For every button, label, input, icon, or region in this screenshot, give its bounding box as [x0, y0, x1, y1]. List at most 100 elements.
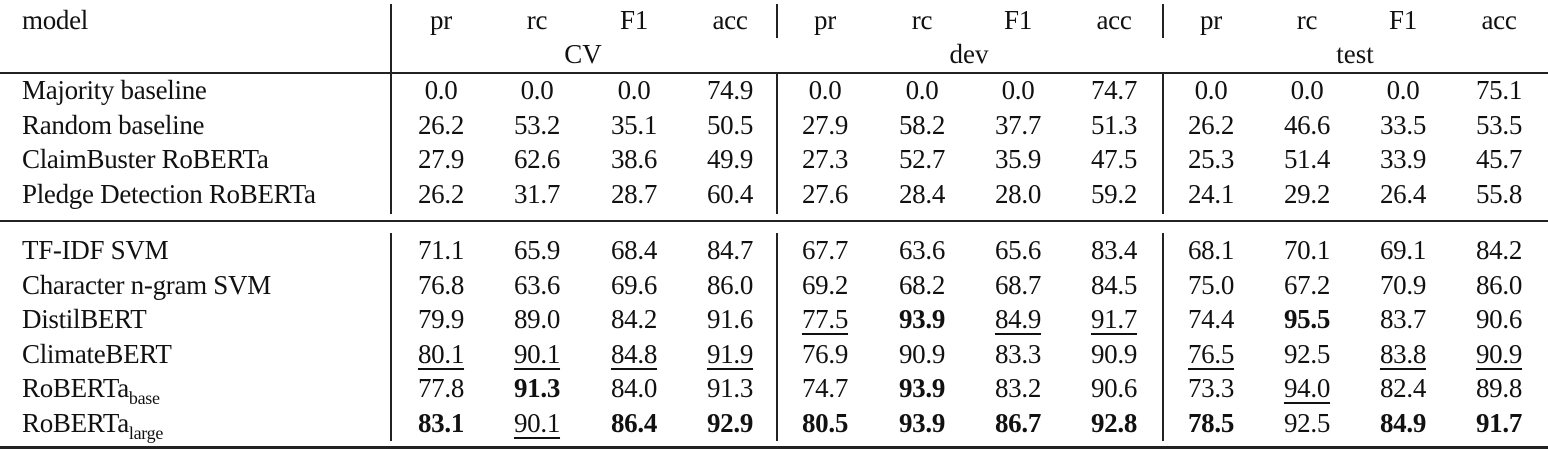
value-text: 70.1 — [1283, 235, 1331, 265]
metric-value: 90.9 — [1066, 338, 1162, 370]
metric-value: 74.4 — [1163, 303, 1259, 335]
metric-value: 28.7 — [586, 178, 682, 210]
value-text: 26.2 — [417, 109, 465, 140]
value-text: 0.0 — [520, 75, 554, 105]
metric-value: 91.9 — [682, 338, 778, 370]
value-text: 76.8 — [417, 269, 465, 300]
second-best-value: 84.9 — [994, 304, 1042, 334]
second-best-value: 83.8 — [1379, 338, 1427, 369]
metric-value: 92.5 — [1259, 407, 1355, 439]
metric-value: 26.2 — [393, 109, 489, 141]
value-text: 26.2 — [1187, 109, 1235, 140]
value-text: 83.3 — [994, 338, 1042, 369]
value-text: 28.4 — [898, 178, 946, 209]
value-text: 90.9 — [1090, 338, 1138, 369]
model-name-text: ClimateBERT — [22, 338, 172, 369]
metric-header-dev-f1: F1 — [1004, 5, 1032, 35]
metric-value: 35.9 — [970, 143, 1066, 175]
value-text: 75.1 — [1475, 75, 1523, 105]
value-text: 68.1 — [1187, 235, 1235, 265]
value-text: 27.6 — [801, 178, 849, 209]
metric-value: 26.2 — [1163, 109, 1259, 141]
model-name-text: Random baseline — [22, 109, 205, 140]
second-best-value: 91.7 — [1090, 304, 1138, 334]
value-text: 47.5 — [1090, 144, 1138, 174]
metric-value: 92.9 — [682, 407, 778, 439]
value-text: 67.7 — [801, 235, 849, 265]
group-header-cv: CV — [564, 39, 602, 69]
value-text: 68.4 — [610, 235, 658, 265]
model-name: ClaimBuster RoBERTa — [22, 143, 269, 175]
value-text: 63.6 — [513, 269, 561, 300]
metric-header-cv-pr: pr — [430, 5, 452, 35]
metric-value: 93.9 — [874, 372, 970, 404]
value-text: 46.6 — [1283, 109, 1331, 140]
model-name-text: DistilBERT — [22, 304, 147, 334]
value-text: 91.6 — [706, 304, 754, 334]
value-text: 60.4 — [706, 178, 754, 209]
metric-value: 27.9 — [393, 143, 489, 175]
value-text: 63.6 — [898, 235, 946, 265]
metric-value: 68.1 — [1163, 234, 1259, 266]
value-text: 0.0 — [1001, 75, 1035, 105]
best-value: 86.4 — [610, 407, 658, 438]
metric-value: 45.7 — [1451, 143, 1547, 175]
value-text: 77.8 — [417, 373, 465, 403]
metric-value: 49.9 — [682, 143, 778, 175]
metric-value: 68.2 — [874, 269, 970, 301]
column-divider — [1162, 4, 1164, 38]
value-text: 74.4 — [1187, 304, 1235, 334]
metric-value: 91.7 — [1451, 407, 1547, 439]
metric-value: 47.5 — [1066, 143, 1162, 175]
metric-value: 90.1 — [489, 407, 585, 439]
metric-value: 84.2 — [586, 303, 682, 335]
metric-value: 69.2 — [777, 269, 873, 301]
value-text: 28.7 — [610, 178, 658, 209]
model-name: Random baseline — [22, 109, 205, 141]
metric-value: 63.6 — [874, 234, 970, 266]
value-text: 38.6 — [610, 144, 658, 174]
value-text: 67.2 — [1283, 269, 1331, 300]
metric-value: 93.9 — [874, 407, 970, 439]
metric-value: 90.9 — [1451, 338, 1547, 370]
metric-value: 90.6 — [1451, 303, 1547, 335]
header-rule — [0, 72, 1548, 74]
metric-value: 65.9 — [489, 234, 585, 266]
value-text: 33.5 — [1379, 109, 1427, 140]
metric-value: 27.9 — [777, 109, 873, 141]
metric-value: 84.2 — [1451, 234, 1547, 266]
value-text: 65.6 — [994, 235, 1042, 265]
metric-value: 84.8 — [586, 338, 682, 370]
metric-value: 90.6 — [1066, 372, 1162, 404]
model-name-text: Character n-gram SVM — [22, 269, 271, 300]
best-value: 84.9 — [1379, 407, 1427, 438]
best-value: 95.5 — [1283, 304, 1331, 334]
value-text: 90.9 — [898, 338, 946, 369]
metric-value: 0.0 — [970, 74, 1066, 106]
metric-value: 65.6 — [970, 234, 1066, 266]
best-value: 83.1 — [417, 407, 465, 438]
value-text: 24.1 — [1187, 178, 1235, 209]
metric-header-test-acc: acc — [1481, 5, 1517, 35]
metric-value: 63.6 — [489, 269, 585, 301]
value-text: 59.2 — [1090, 178, 1138, 209]
metric-value: 0.0 — [489, 74, 585, 106]
value-text: 52.7 — [898, 144, 946, 174]
model-name: RoBERTalarge — [22, 407, 163, 443]
value-text: 25.3 — [1187, 144, 1235, 174]
value-text: 26.4 — [1379, 178, 1427, 209]
model-name: RoBERTabase — [22, 372, 160, 408]
model-name-text: TF-IDF SVM — [22, 235, 169, 265]
value-text: 92.5 — [1283, 407, 1331, 438]
metric-value: 80.5 — [777, 407, 873, 439]
value-text: 84.7 — [706, 235, 754, 265]
metric-value: 94.0 — [1259, 372, 1355, 404]
metric-value: 51.4 — [1259, 143, 1355, 175]
metric-value: 0.0 — [1355, 74, 1451, 106]
second-best-value: 94.0 — [1283, 373, 1331, 403]
metric-value: 74.7 — [777, 372, 873, 404]
bottom-rule — [0, 446, 1548, 449]
metric-value: 51.3 — [1066, 109, 1162, 141]
value-text: 65.9 — [513, 235, 561, 265]
